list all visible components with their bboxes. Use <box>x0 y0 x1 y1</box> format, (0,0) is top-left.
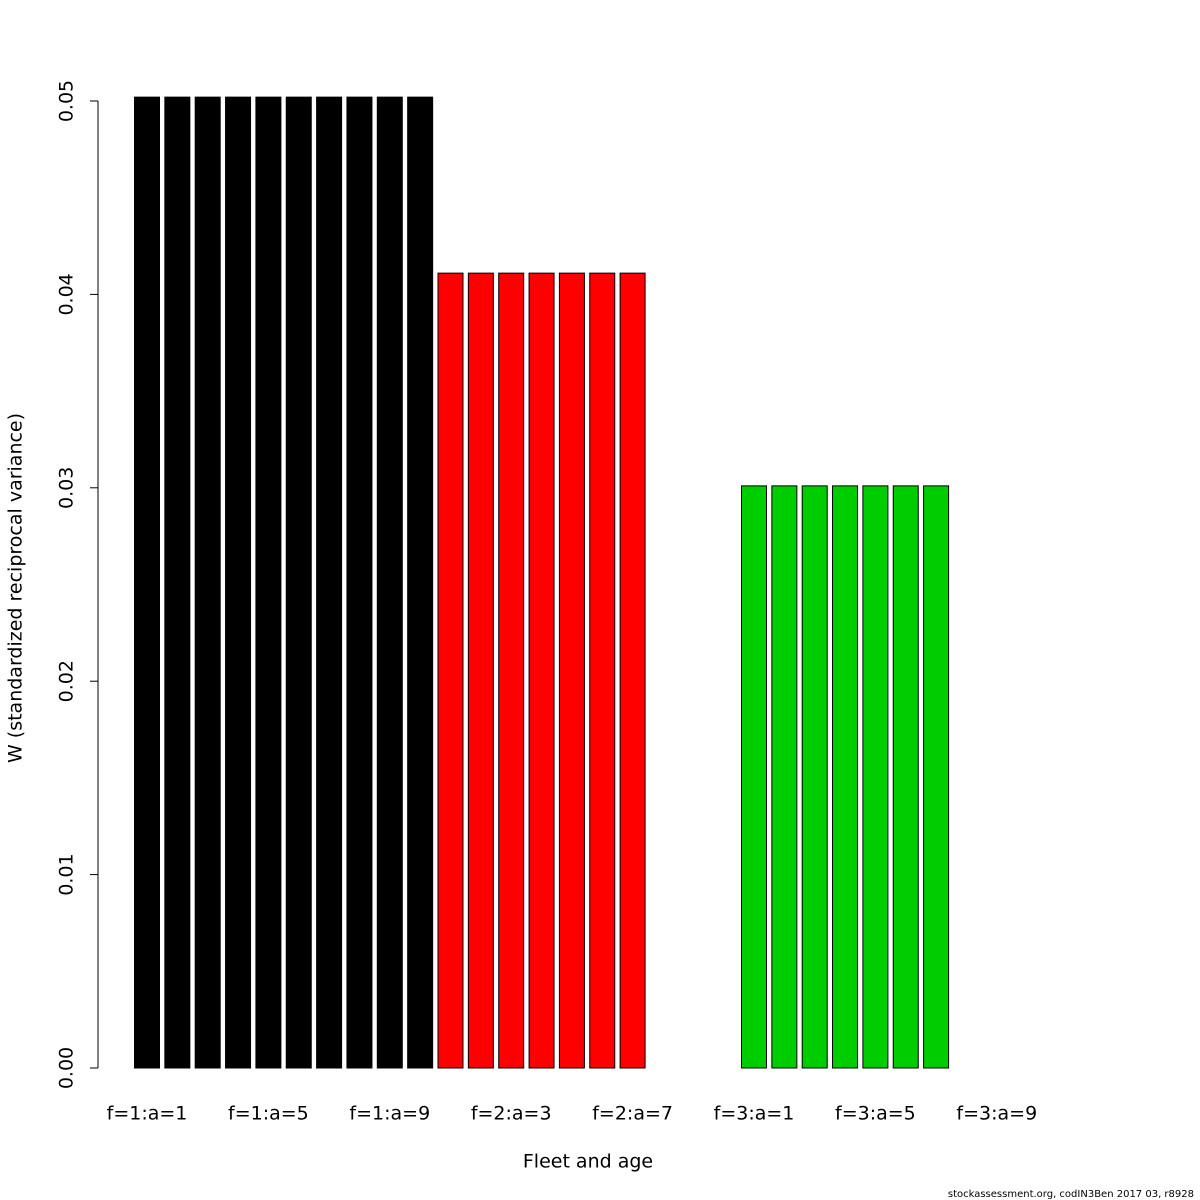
bar <box>316 96 343 1069</box>
bar <box>923 485 950 1069</box>
bar <box>619 272 646 1069</box>
y-tick-label: 0.04 <box>56 273 78 315</box>
x-tick-label: f=3:a=9 <box>956 1103 1037 1125</box>
y-tick-label: 0.00 <box>56 1047 78 1089</box>
bar <box>741 485 767 1069</box>
y-tick-label: 0.01 <box>56 853 78 895</box>
bar <box>437 272 464 1069</box>
bar <box>528 272 555 1069</box>
y-tick-label: 0.03 <box>56 467 78 509</box>
bar <box>225 96 252 1069</box>
bar <box>771 485 798 1069</box>
x-tick-label: f=3:a=1 <box>714 1103 795 1125</box>
x-axis-title: Fleet and age <box>523 1151 653 1173</box>
bar <box>801 485 828 1069</box>
bar <box>558 272 585 1069</box>
bar <box>255 96 282 1069</box>
bar <box>832 485 859 1069</box>
bar <box>346 96 373 1069</box>
x-tick-label: f=1:a=9 <box>349 1103 430 1125</box>
x-tick-label: f=2:a=7 <box>592 1103 673 1125</box>
bar <box>134 96 160 1069</box>
bar <box>407 96 434 1069</box>
y-tick-label: 0.02 <box>56 660 78 702</box>
x-tick-label: f=3:a=5 <box>835 1103 916 1125</box>
bar <box>892 485 919 1069</box>
x-tick-label: f=1:a=1 <box>107 1103 188 1125</box>
footnote: stockassessment.org, codIN3Ben 2017 03, … <box>948 1189 1194 1200</box>
bar <box>285 96 312 1069</box>
y-axis-title: W (standardized reciprocal variance) <box>5 413 27 763</box>
bar <box>194 96 221 1069</box>
bar <box>498 272 525 1069</box>
bar <box>862 485 889 1069</box>
bar <box>467 272 494 1069</box>
bar <box>164 96 191 1069</box>
bar <box>589 272 616 1069</box>
y-tick-label: 0.05 <box>56 80 78 122</box>
bar <box>376 96 403 1069</box>
x-tick-label: f=1:a=5 <box>228 1103 309 1125</box>
x-tick-label: f=2:a=3 <box>471 1103 552 1125</box>
